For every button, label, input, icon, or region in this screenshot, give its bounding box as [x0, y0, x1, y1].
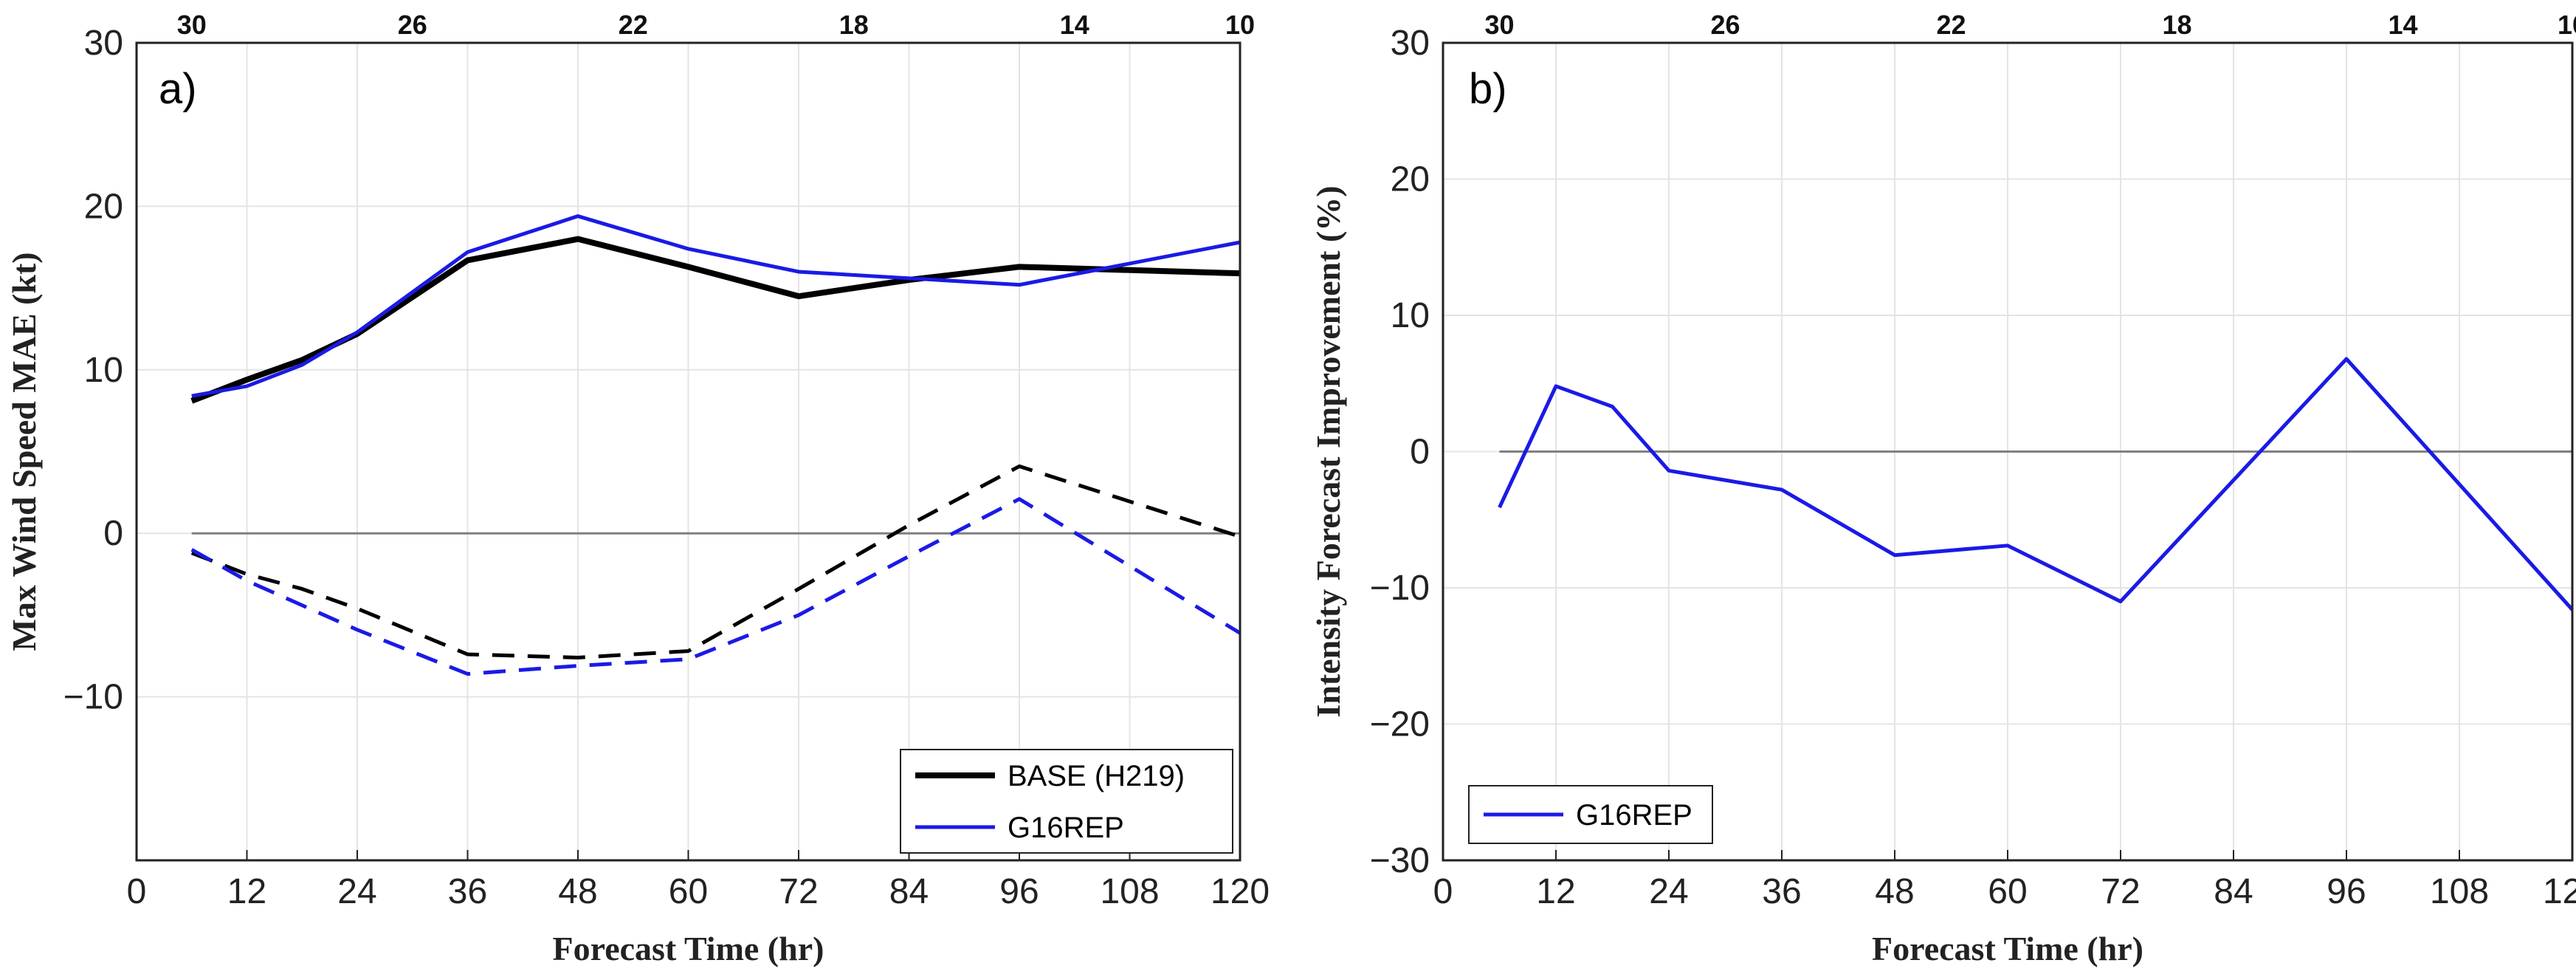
- panel-b-y-tick-label: 10: [1391, 296, 1430, 335]
- panel-a-series-g16rep-bias-line: [190, 497, 1241, 676]
- panel-b-top-tick-label: 10: [2558, 10, 2576, 40]
- panel-b-top-tick-label: 30: [1484, 10, 1514, 40]
- panel-a-top-tick-label: 26: [398, 10, 427, 40]
- panel-b-legend-label: G16REP: [1576, 799, 1692, 832]
- panel-b-y-tick-label: 20: [1391, 160, 1430, 199]
- panel-a-x-tick-label: 0: [127, 872, 147, 911]
- panel-b-y-tick-label: 0: [1410, 433, 1430, 472]
- panel-a-label: a): [159, 65, 197, 113]
- panel-b-x-tick-label: 36: [1762, 872, 1801, 911]
- panel-b-y-axis-label: Intensity Forecast Improvement (%): [1309, 185, 1347, 717]
- panel-b-y-tick-label: −30: [1370, 841, 1430, 880]
- panel-a-x-tick-label: 72: [779, 872, 818, 911]
- panel-a-x-tick-label: 36: [448, 872, 487, 911]
- panel-a-series-base-h219-line: [190, 236, 1241, 404]
- panel-b-top-tick-label: 26: [1710, 10, 1740, 40]
- panel-b-legend: G16REP: [1468, 785, 1713, 844]
- panel-b-series-group: [1498, 357, 2574, 611]
- panel-b-x-tick-labels: 0 12 24 36 48 60 72 84 96 108 120: [1433, 872, 2576, 911]
- panel-b-chart: 0 12 24 36 48 60 72 84 96 108 120 30 20 10 0 −10 −20 −30…: [1309, 10, 2576, 967]
- panel-b-y-tick-labels: 30 20 10 0 −10 −20 −30: [1370, 24, 1430, 880]
- panel-b-x-tick-label: 24: [1649, 872, 1688, 911]
- panel-a-x-tick-labels: 0 12 24 36 48 60 72 84 96 108 120: [127, 872, 1270, 911]
- panel-a-x-tick-label: 96: [999, 872, 1039, 911]
- panel-a-chart: 0 12 24 36 48 60 72 84 96 108 120 30 20 10 0 −10 30 26 2…: [5, 10, 1270, 967]
- panel-b-top-tick-label: 14: [2388, 10, 2417, 40]
- panel-b-top-tick-label: 18: [2162, 10, 2191, 40]
- panel-a-grid: [136, 42, 1241, 861]
- panel-a-legend-label: G16REP: [1008, 812, 1124, 844]
- panel-b-x-tick-label: 108: [2430, 872, 2489, 911]
- panel-b-x-tick-label: 60: [1988, 872, 2027, 911]
- panel-b-top-tick-labels: 30 26 22 18 14 10: [1484, 10, 2576, 40]
- panel-a-x-tick-label: 48: [558, 872, 597, 911]
- panel-a-top-tick-label: 22: [619, 10, 648, 40]
- panel-b-plot-frame: [1442, 41, 2574, 862]
- panel-b-x-tick-label: 48: [1875, 872, 1914, 911]
- panel-a-top-tick-label: 30: [177, 10, 207, 40]
- panel-a-top-tick-label: 14: [1060, 10, 1089, 40]
- panel-a-x-tick-label: 84: [889, 872, 929, 911]
- panel-a-y-tick-label: 30: [84, 24, 123, 63]
- panel-a-x-tick-label: 108: [1100, 872, 1159, 911]
- panel-b-label: b): [1469, 65, 1507, 113]
- panel-a-y-tick-label: 10: [84, 351, 123, 390]
- panel-a-x-tick-label: 60: [669, 872, 708, 911]
- panel-a-top-tick-label: 10: [1225, 10, 1255, 40]
- panel-b-x-tick-label: 12: [1536, 872, 1575, 911]
- panel-b-series-g16rep-line: [1498, 357, 2574, 611]
- panel-a-series-base-h219-bias-line: [190, 464, 1241, 659]
- panel-a-series-group: [190, 214, 1241, 676]
- panel-b-x-axis-label: Forecast Time (hr): [1872, 930, 2143, 967]
- panel-a-y-axis-label: Max Wind Speed MAE (kt): [5, 252, 43, 651]
- panel-a-legend: BASE (H219) G16REP: [900, 749, 1233, 854]
- panel-a-y-tick-labels: 30 20 10 0 −10: [63, 24, 123, 717]
- panel-a-y-tick-label: 20: [84, 187, 123, 226]
- panel-b-top-tick-label: 22: [1936, 10, 1966, 40]
- panel-a-top-tick-labels: 30 26 22 18 14 10: [177, 10, 1255, 40]
- panel-a-legend-label: BASE (H219): [1008, 760, 1185, 792]
- panel-a-legend-box: [900, 749, 1233, 854]
- panel-a-x-axis-label: Forecast Time (hr): [553, 930, 824, 967]
- panel-b-x-tick-label: 72: [2101, 872, 2140, 911]
- panel-b-y-tick-label: −10: [1370, 569, 1430, 608]
- panel-a-plot-frame: [135, 41, 1241, 862]
- panel-a-y-tick-label: −10: [63, 678, 123, 717]
- panel-b-x-tick-label: 96: [2327, 872, 2366, 911]
- panel-b-x-tick-label: 120: [2543, 872, 2576, 911]
- panel-a-series-g16rep-line: [191, 214, 1241, 398]
- panel-a-top-tick-label: 18: [839, 10, 869, 40]
- panel-b-x-tick-label: 0: [1433, 872, 1453, 911]
- panel-a-x-tick-label: 120: [1210, 872, 1270, 911]
- panel-a-x-tick-label: 24: [337, 872, 376, 911]
- panel-a-x-tick-label: 12: [227, 872, 266, 911]
- panel-b-y-tick-label: 30: [1391, 24, 1430, 63]
- panel-a-y-tick-label: 0: [103, 514, 123, 553]
- panel-b-x-tick-label: 84: [2214, 872, 2253, 911]
- panel-b-y-tick-label: −20: [1370, 705, 1430, 744]
